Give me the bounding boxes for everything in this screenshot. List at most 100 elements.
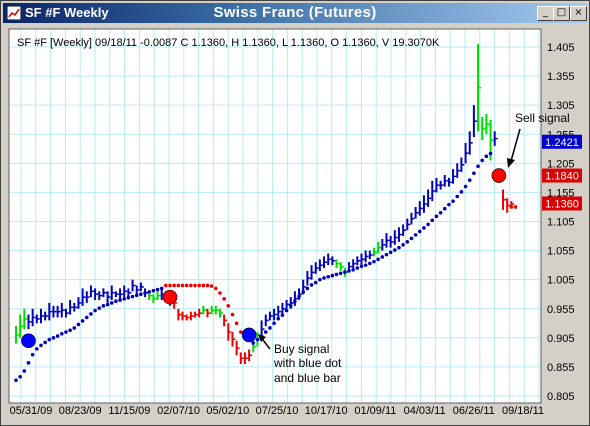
stop-dot [488, 151, 493, 156]
stop-dot [39, 343, 43, 348]
stop-dot [309, 283, 314, 287]
chart-title: Swiss Franc (Futures) [213, 4, 377, 21]
stop-dot [388, 250, 393, 255]
y-tick-label: 0.955 [547, 304, 575, 316]
stop-dot [64, 330, 68, 334]
y-tick-label: 0.805 [547, 391, 575, 403]
stop-dot [205, 283, 210, 288]
stop-dot [147, 290, 152, 294]
sell-label: Sell signal [515, 111, 570, 125]
stop-dot [288, 304, 293, 308]
stop-dot [330, 273, 335, 278]
x-tick-label: 11/15/09 [108, 405, 150, 417]
stop-dot [467, 178, 472, 183]
stop-dot [480, 158, 485, 163]
stop-dot [68, 328, 72, 333]
stop-dot [359, 264, 364, 269]
stop-dot [476, 164, 480, 169]
symbol-title: SF #F Weekly [25, 5, 109, 20]
price-tag-box [542, 134, 582, 149]
x-axis: 05/31/09 08/23/09 11/15/09 02/07/10 05/02/10… [10, 405, 544, 417]
stop-dot [380, 255, 385, 259]
stop-dot [338, 271, 343, 276]
stop-dot [268, 326, 272, 330]
stop-dot [155, 287, 160, 292]
stop-dot [193, 283, 197, 288]
stop-dot [455, 194, 460, 199]
buy-arrow-line [262, 339, 271, 350]
stop-dot [409, 236, 414, 241]
stop-dot [93, 308, 97, 313]
close-button[interactable]: × [570, 6, 587, 21]
y-tick-label: 0.855 [547, 362, 575, 374]
stop-dot [84, 315, 89, 320]
sell-annotation: Sell signal [507, 111, 570, 168]
stop-dot [334, 272, 339, 277]
stop-dot [417, 229, 422, 234]
stop-dot [513, 205, 518, 209]
stop-dot [430, 218, 435, 223]
stop-dot [226, 304, 231, 308]
x-tick-label: 02/07/10 [157, 405, 200, 417]
stop-dot [43, 340, 47, 345]
stop-dot [214, 286, 218, 291]
stop-dot [130, 294, 135, 299]
buy-signal-dot [241, 327, 257, 343]
stop-dot [35, 347, 39, 351]
stop-dot [176, 283, 181, 288]
stop-dot [438, 210, 443, 215]
stop-dot [126, 295, 131, 300]
stop-dot [426, 222, 430, 227]
stop-dot [355, 266, 360, 270]
stop-dot [134, 293, 139, 298]
price-tag-label: 1.1360 [545, 198, 579, 210]
buy-label-line-2: with blue dot [273, 356, 342, 370]
stop-dot [459, 190, 464, 194]
stop-dot [447, 202, 451, 207]
app-icon [7, 6, 21, 20]
price-tag-label: 1.2421 [545, 137, 579, 149]
stop-dot [472, 171, 476, 176]
stop-dot [109, 301, 114, 305]
stop-dot [363, 263, 368, 267]
price-tags: 1.2421 1.1840 1.1360 [542, 134, 582, 211]
stop-dot [280, 313, 285, 317]
x-tick-label: 01/09/11 [354, 405, 396, 417]
maximize-button[interactable]: □ [553, 6, 570, 21]
stop-dot [305, 286, 310, 291]
x-tick-label: 10/17/10 [305, 405, 348, 417]
stop-dot [222, 297, 226, 301]
stop-dot [180, 283, 185, 288]
stop-dot [434, 214, 439, 219]
stop-dot [151, 288, 156, 293]
sell-signal-dot [491, 168, 507, 183]
stop-dot [218, 291, 222, 295]
stop-dot [384, 252, 389, 257]
stop-dot [22, 369, 27, 373]
stop-dot [189, 283, 193, 288]
stop-dot [139, 292, 143, 297]
stop-dot [405, 240, 410, 244]
buy-annotation: Buy signal with blue dot and blue bar [258, 334, 342, 385]
stop-dot [164, 283, 168, 288]
stop-dot [59, 331, 64, 336]
buy-label-line-3: and blue bar [274, 371, 341, 385]
stop-dot [201, 283, 206, 288]
stop-dot [293, 299, 297, 303]
stop-dot [197, 283, 201, 288]
stop-dot [509, 205, 514, 209]
sell-arrow-head [507, 158, 515, 168]
signal-markers [21, 168, 507, 349]
stop-dot [14, 378, 18, 383]
title-bar[interactable]: SF #F Weekly Swiss Franc (Futures) _ □ × [3, 3, 587, 23]
stop-dot [172, 283, 176, 288]
stop-dot [343, 270, 347, 274]
stop-dot [442, 206, 447, 211]
stop-dot [47, 337, 52, 342]
stop-dot [18, 375, 22, 379]
stop-dot [114, 299, 118, 303]
stop-dot [401, 242, 405, 247]
stop-dot [284, 308, 289, 313]
stop-dot [51, 336, 56, 340]
